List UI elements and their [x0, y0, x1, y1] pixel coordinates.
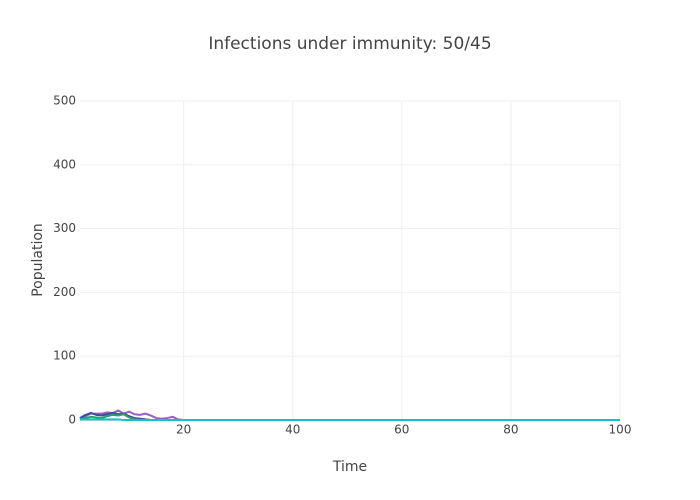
x-tick-label: 100 — [609, 423, 632, 437]
y-tick-label: 500 — [53, 94, 76, 108]
y-tick-label: 0 — [68, 413, 76, 427]
y-tick-label: 100 — [53, 349, 76, 363]
x-axis-title: Time — [332, 459, 367, 475]
x-tick-label: 40 — [285, 423, 300, 437]
x-tick-label: 60 — [394, 423, 409, 437]
x-tick-label: 20 — [176, 423, 191, 437]
y-axis-title: Population — [30, 223, 46, 297]
series-line — [79, 409, 620, 421]
y-tick-label: 400 — [53, 157, 76, 171]
chart-title: Infections under immunity: 50/45 — [208, 34, 491, 54]
x-tick-label: 80 — [503, 423, 518, 437]
y-tick-label: 300 — [53, 221, 76, 235]
y-tick-label: 200 — [53, 285, 76, 299]
series-line — [80, 418, 620, 421]
